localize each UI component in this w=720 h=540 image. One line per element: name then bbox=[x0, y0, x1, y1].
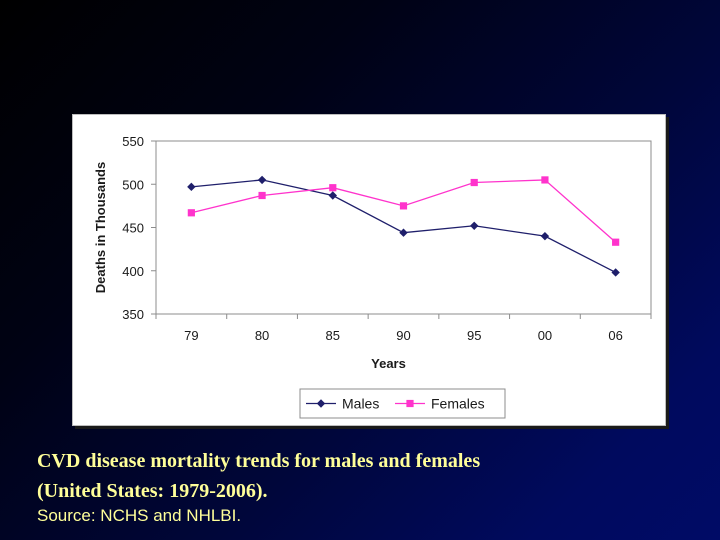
data-point-females bbox=[258, 191, 266, 200]
series-line-males bbox=[191, 179, 616, 274]
source-note: Source: NCHS and NHLBI. bbox=[37, 506, 242, 525]
data-point-males bbox=[399, 228, 408, 237]
data-point-females bbox=[470, 178, 478, 187]
caption-line-1: CVD disease mortality trends for males a… bbox=[37, 450, 481, 472]
x-tick-label: 90 bbox=[396, 328, 410, 343]
x-tick-label: 79 bbox=[184, 328, 198, 343]
plot-area bbox=[155, 140, 652, 315]
data-point-females bbox=[541, 176, 549, 184]
data-point-males bbox=[328, 191, 337, 200]
x-tick-label: 85 bbox=[326, 328, 340, 343]
y-tick-label: 500 bbox=[122, 177, 144, 192]
x-axis-title: Years bbox=[371, 356, 406, 371]
data-point-males bbox=[540, 231, 550, 241]
line-chart: 350 400 450 500 550 79 80 85 90 95 00 06 Years Deaths… bbox=[93, 134, 652, 419]
y-tick-label: 350 bbox=[122, 307, 144, 322]
chart-frame: 350 400 450 500 550 79 80 85 90 95 00 06 Years Deaths… bbox=[72, 114, 666, 426]
legend-label-females: Females bbox=[431, 396, 485, 412]
y-axis-title: Deaths in Thousands bbox=[93, 162, 108, 293]
data-point-males bbox=[470, 221, 479, 230]
legend-marker-females bbox=[406, 399, 414, 408]
data-point-females bbox=[187, 209, 195, 217]
data-point-females bbox=[399, 202, 408, 210]
y-tick-label: 400 bbox=[122, 264, 144, 279]
data-point-females bbox=[612, 238, 620, 246]
data-point-males bbox=[257, 175, 267, 185]
y-tick-label: 550 bbox=[122, 134, 144, 149]
data-point-males bbox=[187, 182, 196, 192]
y-tick-label: 450 bbox=[122, 221, 144, 236]
legend-marker-males bbox=[316, 399, 326, 408]
x-tick-label: 06 bbox=[608, 328, 622, 343]
x-tick-label: 00 bbox=[538, 328, 552, 343]
legend-label-males: Males bbox=[342, 396, 379, 412]
x-tick-label: 80 bbox=[255, 328, 269, 343]
data-point-males bbox=[611, 268, 620, 277]
caption-line-2: (United States: 1979-2006). bbox=[37, 480, 268, 502]
data-point-females bbox=[329, 184, 337, 192]
x-tick-label: 95 bbox=[467, 328, 481, 343]
